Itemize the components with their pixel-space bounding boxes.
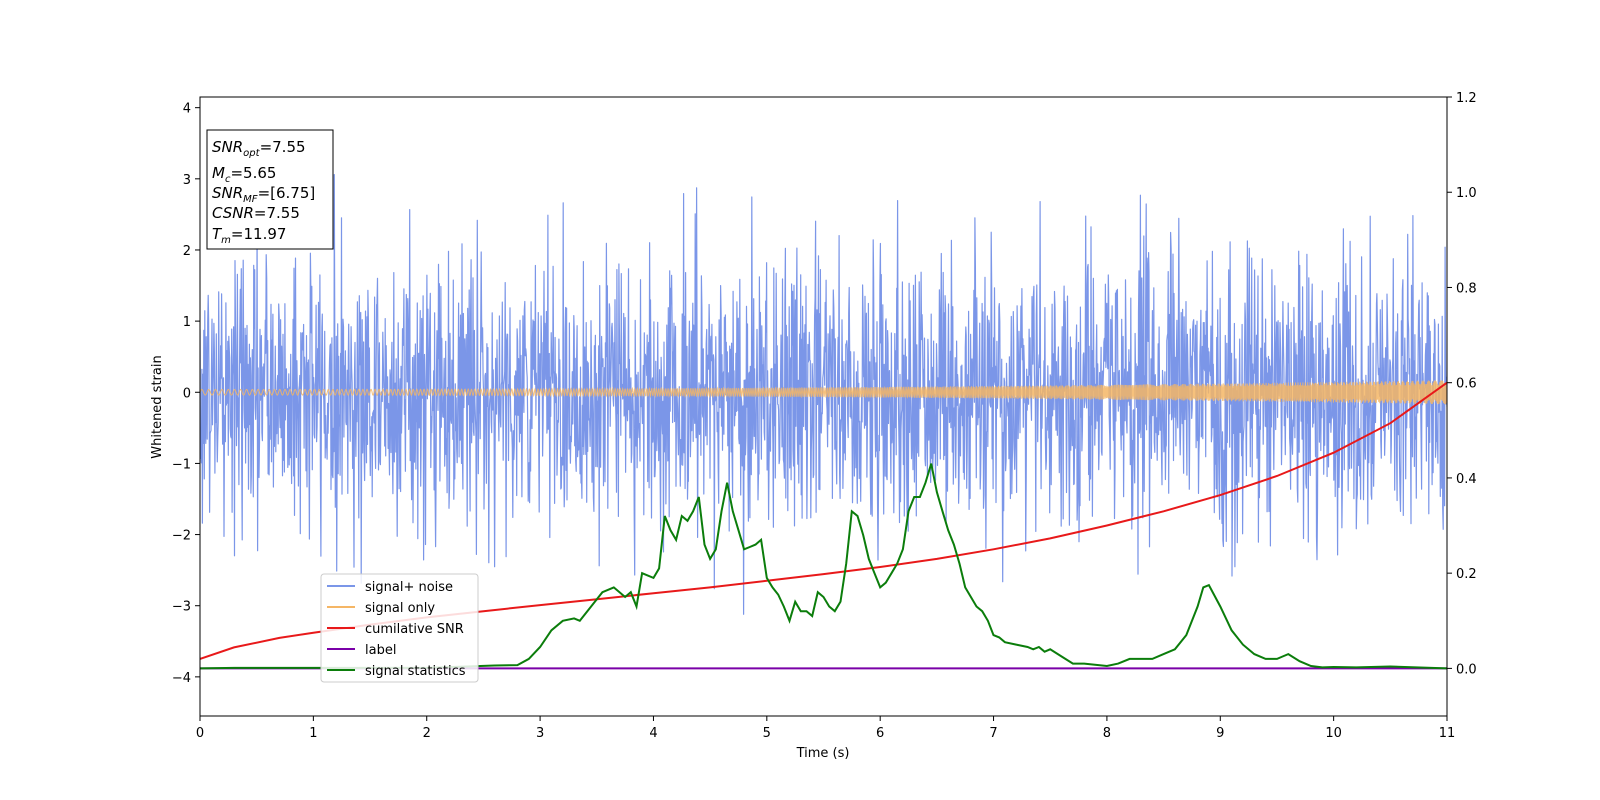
plot-frame (199, 96, 1448, 717)
y-axis-ticks: −4 −3 −2 −1 0 1 2 3 4 (172, 102, 200, 686)
legend-item-signal-noise: signal+ noise (327, 580, 453, 595)
x-tick-label: 11 (1439, 726, 1456, 741)
y-tick-label: 3 (183, 173, 191, 188)
y2-tick-label: 0.6 (1456, 377, 1477, 392)
y-tick-label: −1 (172, 457, 191, 472)
signal-only-line (200, 380, 1447, 405)
x-tick-label: 10 (1325, 726, 1342, 741)
svg-text:label: label (365, 643, 396, 658)
x-tick-label: 3 (536, 726, 544, 741)
legend: signal+ noise signal only cumilative SNR… (320, 573, 479, 683)
y2-tick-label: 0.8 (1456, 281, 1477, 296)
signal-statistics-line (200, 463, 1447, 670)
y2-tick-label: 0.0 (1456, 662, 1477, 677)
y2-axis-ticks: 0.0 0.2 0.4 0.6 0.8 1.0 1.2 (1447, 91, 1477, 677)
svg-text:signal statistics: signal statistics (365, 664, 466, 679)
annotation-box: SNRopt=7.55 Mc=5.65 SNRMF=[6.75] CSNR=7.… (206, 129, 334, 250)
annotation-snr-opt: SNRopt=7.55 (212, 138, 306, 159)
y2-tick-label: 0.4 (1456, 472, 1477, 487)
x-axis-label: Time (s) (796, 746, 850, 761)
legend-item-cumulative-snr: cumilative SNR (327, 622, 464, 637)
y-axis-label: Whitened strain (150, 355, 165, 458)
y-tick-label: 1 (183, 315, 191, 330)
annotation-csnr: CSNR=7.55 (212, 204, 300, 222)
x-tick-label: 4 (649, 726, 657, 741)
x-tick-label: 5 (763, 726, 771, 741)
legend-item-label: label (327, 643, 396, 658)
y2-tick-label: 0.2 (1456, 567, 1477, 582)
y-tick-label: 0 (183, 386, 191, 401)
y-tick-label: 2 (183, 244, 191, 259)
svg-text:signal+ noise: signal+ noise (365, 580, 453, 595)
x-tick-label: 1 (309, 726, 317, 741)
annotation-mc: Mc=5.65 (212, 164, 276, 185)
y-tick-label: −4 (172, 671, 191, 686)
x-tick-label: 0 (196, 726, 204, 741)
y-tick-label: −3 (172, 600, 191, 615)
y-tick-label: −2 (172, 529, 191, 544)
y2-tick-label: 1.0 (1456, 186, 1477, 201)
legend-item-signal-only: signal only (327, 601, 435, 616)
legend-item-signal-statistics: signal statistics (327, 664, 466, 679)
x-tick-label: 8 (1103, 726, 1111, 741)
y2-tick-label: 1.2 (1456, 91, 1477, 106)
svg-text:signal only: signal only (365, 601, 435, 616)
svg-text:cumilative SNR: cumilative SNR (365, 622, 464, 637)
x-tick-label: 2 (423, 726, 431, 741)
x-tick-label: 6 (876, 726, 884, 741)
x-tick-label: 9 (1216, 726, 1224, 741)
signal-noise-line (200, 174, 1447, 615)
x-tick-label: 7 (989, 726, 997, 741)
y-tick-label: 4 (183, 102, 191, 117)
x-axis-ticks: 0 1 2 3 4 5 6 7 8 9 10 11 (196, 716, 1455, 741)
annotation-snr-mf: SNRMF=[6.75] (212, 184, 315, 205)
annotation-tm: Tm=11.97 (212, 225, 286, 246)
